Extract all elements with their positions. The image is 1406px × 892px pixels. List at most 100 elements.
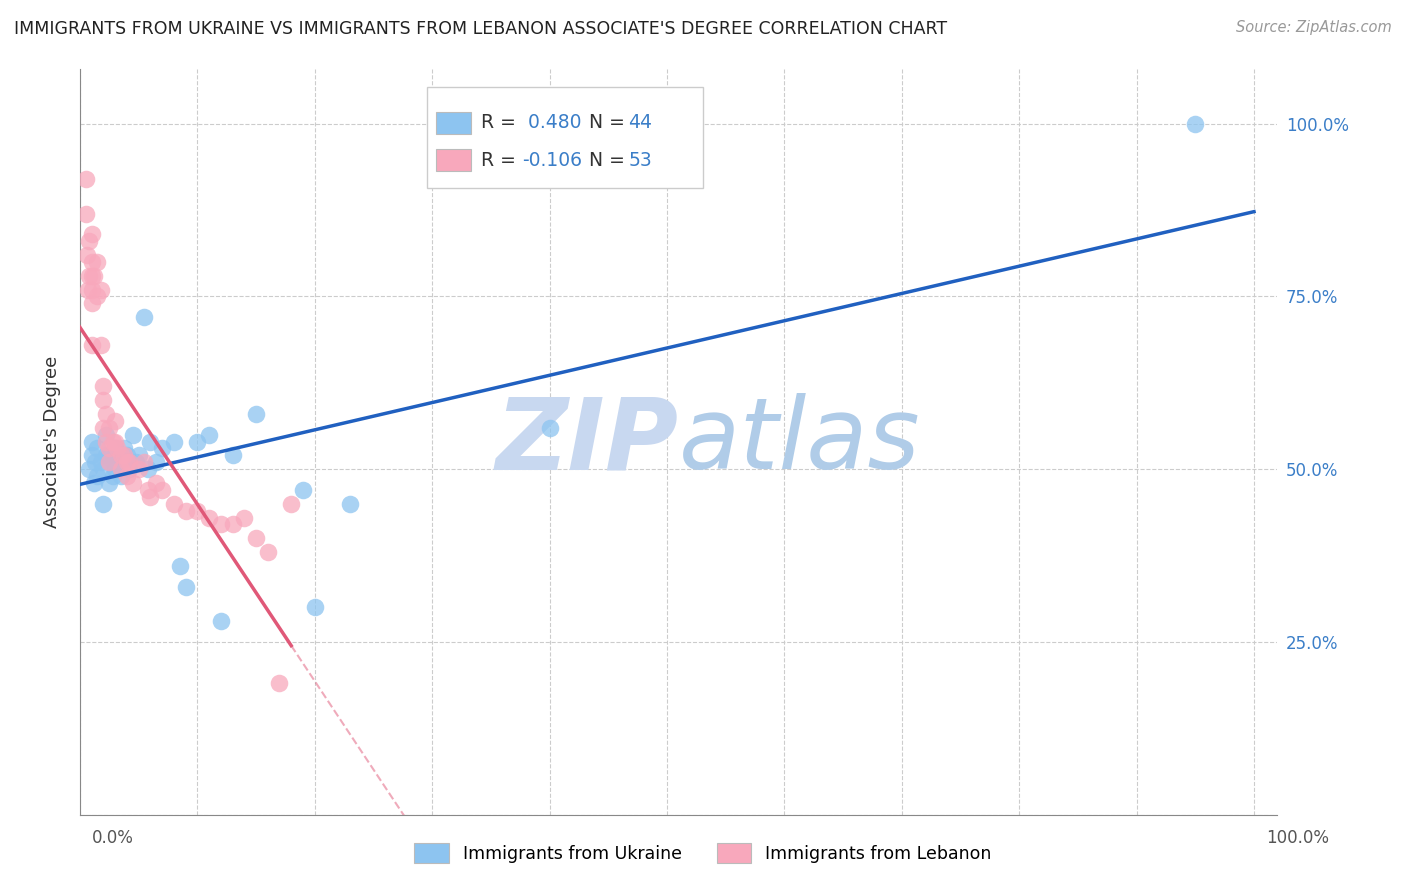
Point — [538, 421, 561, 435]
Point — [75, 206, 97, 220]
Point — [163, 497, 186, 511]
Point — [256, 545, 278, 559]
Point — [121, 475, 143, 490]
Point — [90, 455, 112, 469]
Point — [80, 283, 103, 297]
Point — [134, 310, 156, 325]
Point — [86, 442, 108, 456]
Point — [174, 503, 197, 517]
FancyBboxPatch shape — [436, 149, 471, 171]
Point — [245, 407, 267, 421]
Point — [118, 455, 141, 469]
Point — [339, 497, 361, 511]
Text: Source: ZipAtlas.com: Source: ZipAtlas.com — [1236, 20, 1392, 35]
Point — [86, 469, 108, 483]
Point — [80, 448, 103, 462]
Point — [198, 427, 221, 442]
Point — [1184, 117, 1206, 131]
Point — [291, 483, 314, 497]
Point — [163, 434, 186, 449]
Point — [90, 283, 112, 297]
Point — [98, 442, 121, 456]
Point — [77, 462, 100, 476]
Point — [115, 448, 138, 462]
FancyBboxPatch shape — [427, 87, 703, 188]
Point — [186, 434, 208, 449]
Text: R =: R = — [481, 113, 522, 133]
Point — [83, 475, 105, 490]
Point — [83, 268, 105, 283]
Point — [80, 338, 103, 352]
Text: ZIP: ZIP — [496, 393, 679, 490]
Point — [121, 427, 143, 442]
Point — [221, 517, 243, 532]
Point — [104, 414, 127, 428]
Text: R =: R = — [481, 151, 522, 169]
Text: N =: N = — [576, 151, 631, 169]
Text: 0.0%: 0.0% — [91, 829, 134, 847]
Point — [136, 462, 159, 476]
Point — [80, 296, 103, 310]
Point — [86, 289, 108, 303]
Text: IMMIGRANTS FROM UKRAINE VS IMMIGRANTS FROM LEBANON ASSOCIATE'S DEGREE CORRELATIO: IMMIGRANTS FROM UKRAINE VS IMMIGRANTS FR… — [14, 20, 948, 37]
Point — [150, 483, 173, 497]
Point — [134, 455, 156, 469]
Point — [280, 497, 302, 511]
Point — [80, 255, 103, 269]
Point — [98, 448, 121, 462]
Point — [75, 172, 97, 186]
Point — [209, 517, 232, 532]
Point — [169, 558, 191, 573]
Point — [94, 427, 117, 442]
Point — [233, 510, 256, 524]
Point — [86, 255, 108, 269]
Point — [93, 379, 115, 393]
Point — [221, 448, 243, 462]
Point — [93, 393, 115, 408]
Point — [104, 442, 127, 456]
Point — [115, 455, 138, 469]
Point — [93, 421, 115, 435]
Legend: Immigrants from Ukraine, Immigrants from Lebanon: Immigrants from Ukraine, Immigrants from… — [408, 836, 998, 870]
Point — [94, 448, 117, 462]
Point — [84, 455, 107, 469]
Point — [128, 448, 150, 462]
Point — [80, 227, 103, 242]
Point — [101, 434, 124, 449]
Point — [80, 434, 103, 449]
Point — [114, 448, 136, 462]
Point — [94, 407, 117, 421]
Point — [110, 469, 132, 483]
FancyBboxPatch shape — [436, 112, 471, 134]
Point — [128, 462, 150, 476]
Point — [150, 442, 173, 456]
Point — [304, 600, 326, 615]
Y-axis label: Associate's Degree: Associate's Degree — [44, 355, 60, 528]
Point — [118, 462, 141, 476]
Point — [76, 248, 98, 262]
Point — [139, 434, 162, 449]
Point — [145, 475, 167, 490]
Point — [104, 462, 127, 476]
Text: 0.480: 0.480 — [522, 113, 581, 133]
Point — [136, 483, 159, 497]
Point — [186, 503, 208, 517]
Point — [209, 614, 232, 628]
Point — [198, 510, 221, 524]
Text: -0.106: -0.106 — [522, 151, 582, 169]
Point — [93, 497, 115, 511]
Point — [98, 421, 121, 435]
Point — [107, 442, 129, 456]
Point — [101, 469, 124, 483]
Point — [115, 469, 138, 483]
Point — [98, 455, 121, 469]
Point — [98, 475, 121, 490]
Point — [245, 531, 267, 545]
Point — [104, 434, 127, 449]
Text: 100.0%: 100.0% — [1265, 829, 1329, 847]
Point — [110, 462, 132, 476]
Text: N =: N = — [576, 113, 631, 133]
Point — [101, 455, 124, 469]
Text: 53: 53 — [628, 151, 652, 169]
Point — [107, 455, 129, 469]
